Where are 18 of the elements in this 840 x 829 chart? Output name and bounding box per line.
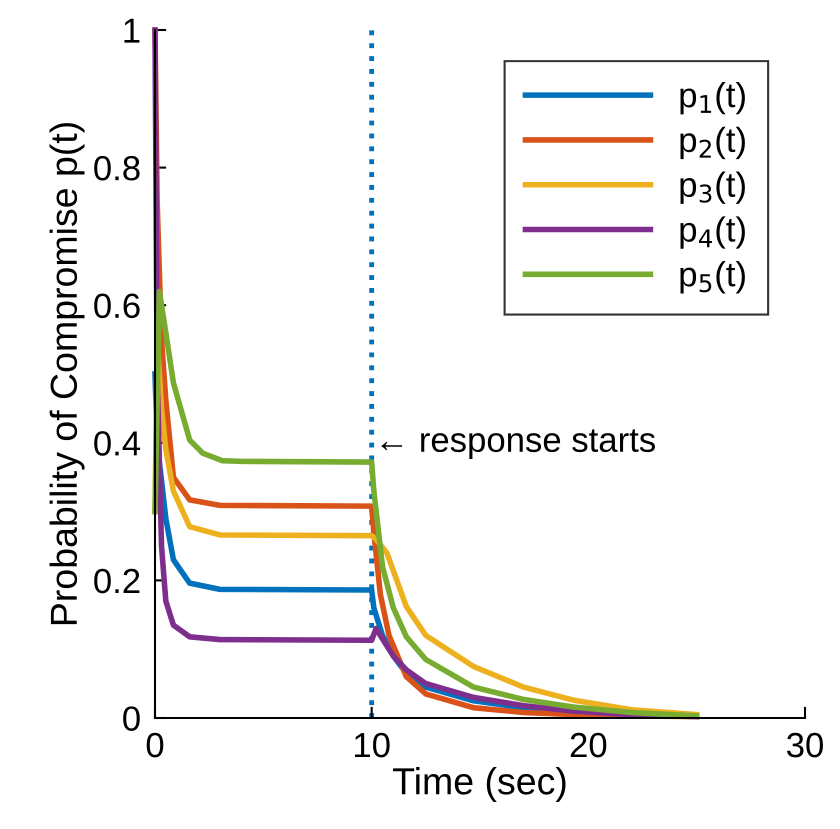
y-tick-label: 0 xyxy=(123,706,140,731)
y-tick-label: 0.2 xyxy=(94,568,140,594)
legend-label: p$_{5}$(t) xyxy=(680,261,745,294)
legend-label: p$_{3}$(t) xyxy=(680,172,745,204)
x-tick-label: 20 xyxy=(570,732,606,758)
legend-label: p$_{1}$(t) xyxy=(680,82,745,114)
y-tick-label: 1 xyxy=(124,18,140,43)
legend-label: p$_{4}$(t) xyxy=(680,216,745,249)
annotation: ← response starts xyxy=(382,429,655,459)
y-axis-title: Probability of Compromise p(t) xyxy=(50,123,85,624)
x-tick-label: 0 xyxy=(146,732,164,758)
y-tick-label: 0.6 xyxy=(94,294,140,318)
x-tick-label: 10 xyxy=(355,732,390,758)
y-tick-label: 0.8 xyxy=(94,156,140,181)
legend-label: p$_{2}$(t) xyxy=(680,126,745,160)
y-tick-label: 0.4 xyxy=(94,431,140,456)
x-tick-label: 30 xyxy=(787,732,823,758)
x-axis-title: Time (sec) xyxy=(393,767,566,802)
